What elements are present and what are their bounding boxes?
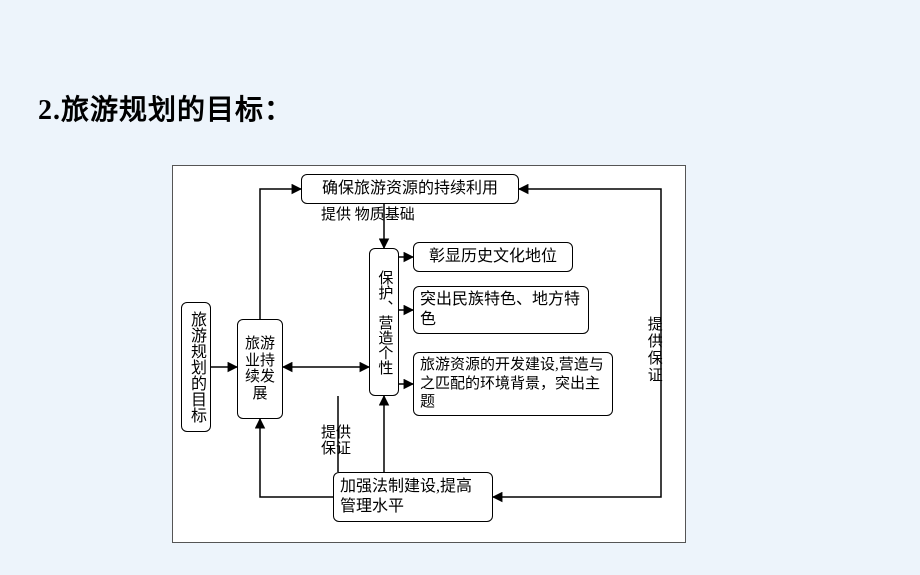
node-sustain: 旅游业持续发展 bbox=[237, 319, 283, 419]
section-title: 2.旅游规划的目标： bbox=[38, 88, 293, 128]
node-ethnic: 突出民族特色、地方特色 bbox=[413, 286, 589, 334]
node-dev: 旅游资源的开发建设,营造与之匹配的环境背景，突出主题 bbox=[413, 352, 613, 416]
node-goal: 旅游规划的目标 bbox=[181, 302, 211, 432]
flowchart-container: 旅游规划的目标 旅游业持续发展 确保旅游资源的持续利用 保护、营造个性 彰显历史… bbox=[172, 165, 686, 543]
label-guarantee-vertical: 提供 保证 bbox=[321, 426, 361, 458]
node-protect: 保护、营造个性 bbox=[369, 248, 399, 396]
node-legal: 加强法制建设,提高管理水平 bbox=[333, 472, 493, 522]
label-guarantee-right: 提供保证 bbox=[645, 316, 661, 384]
node-resource: 确保旅游资源的持续利用 bbox=[301, 174, 519, 204]
node-history: 彰显历史文化地位 bbox=[413, 242, 573, 272]
label-material: 提供 物质基础 bbox=[321, 208, 415, 224]
